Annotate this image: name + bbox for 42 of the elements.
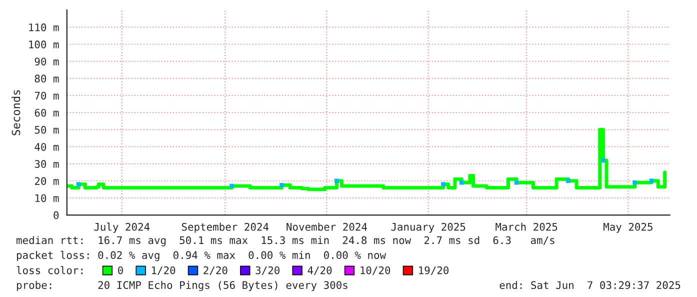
text: end: Sat Jun 7 03:29:37 2025 (500, 281, 680, 290)
x-tick-label: November 2024 (286, 222, 367, 231)
point (632, 180, 638, 185)
y-tick-label: 110 m (29, 23, 59, 32)
point (601, 158, 606, 163)
y-tick-label: 30 m (34, 160, 59, 168)
x-tick-label: July 2024 (94, 222, 150, 233)
y-tick-label: 10 m (35, 194, 59, 202)
legend-label: 3/20 (256, 266, 280, 276)
legend-label: 10/20 (360, 266, 390, 276)
x-tick-label: March 2025 (496, 222, 558, 231)
y-tick-label: 0 (54, 211, 59, 220)
legend-label: 1/20 (152, 266, 176, 276)
y-axis-title: Seconds (12, 90, 20, 136)
y-tick-label: 70 m (34, 92, 59, 100)
text: median rtt: 16.7 ms avg 50.1 ms max 15.3 ms min 24.8 ms now 2.7 ms sd 6.3 am/s (16, 236, 554, 246)
legend-label: 19/20 (419, 266, 449, 276)
y-tick-label: 100 m (29, 40, 59, 48)
point (334, 178, 339, 184)
y-tick-label: 80 m (34, 74, 59, 83)
legend-label: 4/20 (308, 266, 332, 276)
text: probe: 20 ICMP Echo Pings (56 Bytes) every 300s (17, 280, 348, 292)
point (230, 184, 234, 188)
legend-label: 0 (118, 266, 123, 274)
x-tick-label: January 2025 (391, 222, 466, 233)
legend-label: 2/20 (204, 266, 228, 276)
point (649, 178, 654, 184)
y-tick-label: 40 m (34, 142, 59, 151)
y-tick-label: 50 m (34, 126, 59, 134)
point (459, 180, 464, 185)
point (514, 180, 519, 185)
x-tick-label: May 2025 (604, 222, 652, 233)
text: packet loss: 0.02 % avg 0.94 % max 0.00 % min 0.00 % now (17, 250, 386, 262)
point (441, 182, 446, 186)
y-tick-label: 20 m (34, 177, 59, 186)
y-tick-label: 90 m (34, 58, 59, 66)
legend-title: loss color: (16, 266, 83, 274)
point (566, 178, 570, 184)
x-tick-label: September 2024 (182, 222, 269, 233)
point (76, 182, 81, 186)
point (280, 182, 284, 188)
y-tick-label: 60 m (34, 108, 59, 117)
